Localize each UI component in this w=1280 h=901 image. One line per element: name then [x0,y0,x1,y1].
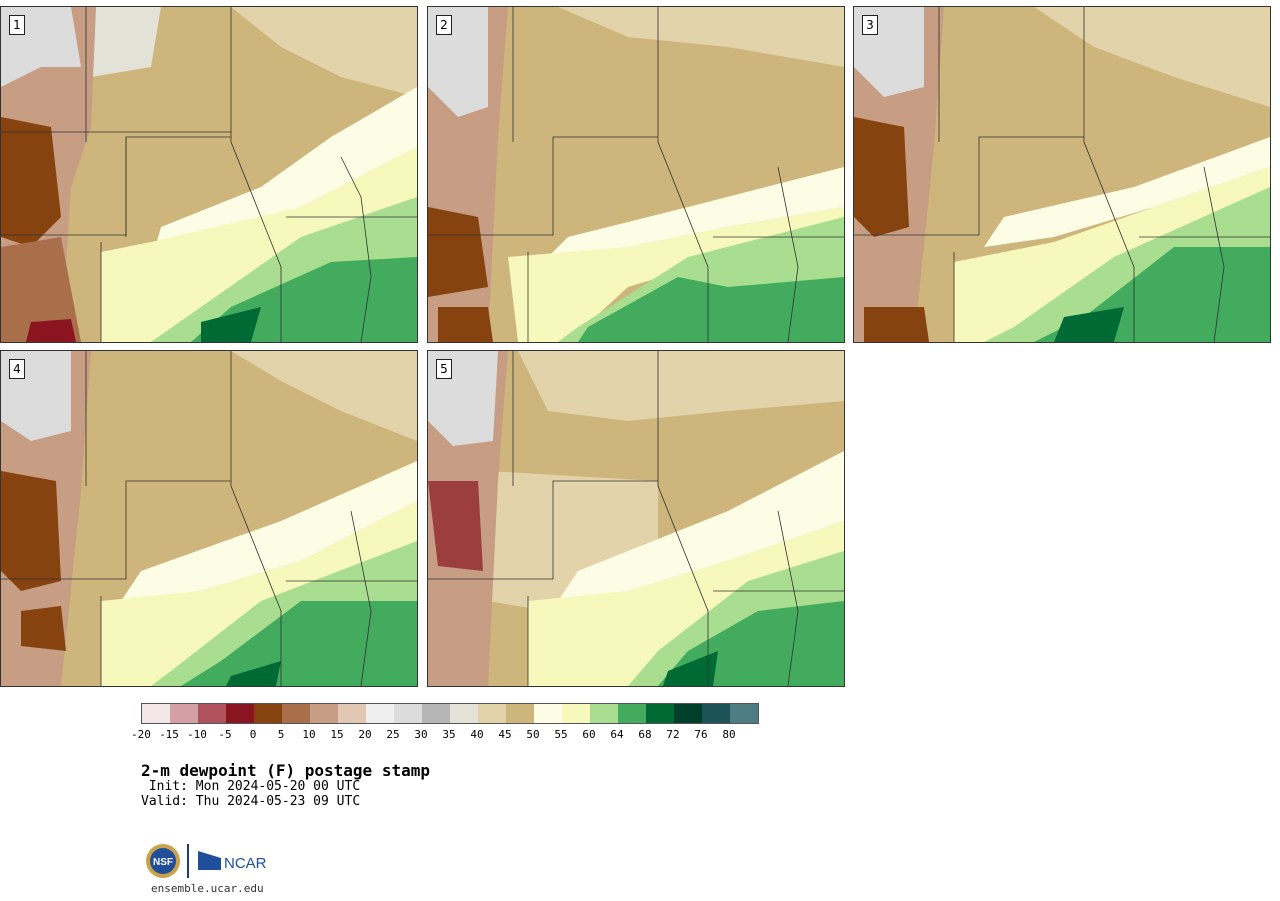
member-label: 3 [862,15,878,35]
colorbar-swatch [618,704,646,723]
colorbar-tick-label: 40 [470,728,484,741]
colorbar-tick-label: 5 [277,728,285,741]
colorbar-tick-label: -15 [159,728,179,741]
colorbar-swatch [674,704,702,723]
dewpoint-map [1,7,417,342]
member-label: 1 [9,15,25,35]
dewpoint-colorbar [141,703,759,724]
colorbar-tick-label: 15 [330,728,344,741]
colorbar-tick-label: 50 [526,728,540,741]
colorbar-tick-label: 68 [638,728,652,741]
colorbar-swatch [478,704,506,723]
colorbar-swatch [226,704,254,723]
member-label: 5 [436,359,452,379]
colorbar-swatch [170,704,198,723]
colorbar-tick-label: 60 [582,728,596,741]
colorbar-swatch [394,704,422,723]
colorbar-tick-label: 35 [442,728,456,741]
colorbar-swatch [534,704,562,723]
svg-text:NCAR: NCAR [224,855,267,872]
dewpoint-map [1,351,417,686]
colorbar-tick-label: 80 [722,728,736,741]
ensemble-member-map-3: 3 [853,6,1271,343]
dewpoint-map [428,7,844,342]
svg-text:NSF: NSF [153,857,173,868]
ensemble-member-map-4: 4 [0,350,418,687]
colorbar-tick-label: -10 [187,728,207,741]
dewpoint-map [428,351,844,686]
colorbar-swatch [366,704,394,723]
colorbar-swatch [562,704,590,723]
ensemble-member-map-5: 5 [427,350,845,687]
colorbar-swatch [198,704,226,723]
colorbar-tick-label: 25 [386,728,400,741]
colorbar-tick-label: -5 [218,728,232,741]
logo-separator [187,844,189,878]
colorbar-swatch [730,704,758,723]
member-label: 4 [9,359,25,379]
colorbar-tick-label: 64 [610,728,624,741]
colorbar-swatch [702,704,730,723]
colorbar-tick-label: 72 [666,728,680,741]
colorbar-swatch [142,704,170,723]
valid-time: Valid: Thu 2024-05-23 09 UTC [141,794,361,809]
colorbar-swatch [450,704,478,723]
colorbar-tick-labels: -20 -15 -10 -5 0 5 10 15 20 25 30 35 40 45 50 55 60 64 68 7… [131,728,761,742]
colorbar-swatch [310,704,338,723]
ensemble-member-map-1: 1 [0,6,418,343]
colorbar-tick-label: 30 [414,728,428,741]
colorbar-swatch [646,704,674,723]
nsf-logo: NSF [146,844,180,878]
site-url: ensemble.ucar.edu [151,882,264,895]
colorbar-tick-label: -20 [131,728,151,741]
colorbar-tick-label: 76 [694,728,708,741]
colorbar-tick-label: 20 [358,728,372,741]
colorbar-swatch [338,704,366,723]
colorbar-swatch [254,704,282,723]
colorbar-swatch [282,704,310,723]
colorbar-swatch [506,704,534,723]
colorbar-tick-label: 10 [302,728,316,741]
colorbar-tick-label: 0 [249,728,257,741]
ensemble-member-map-2: 2 [427,6,845,343]
colorbar-swatch [590,704,618,723]
member-label: 2 [436,15,452,35]
ncar-logo: NCAR [198,851,267,872]
colorbar-tick-label: 45 [498,728,512,741]
colorbar-tick-label: 55 [554,728,568,741]
dewpoint-map [854,7,1270,342]
figure-title: 2-m dewpoint (F) postage stamp [141,761,430,780]
colorbar-swatch [422,704,450,723]
init-time: Init: Mon 2024-05-20 00 UTC [141,779,361,794]
